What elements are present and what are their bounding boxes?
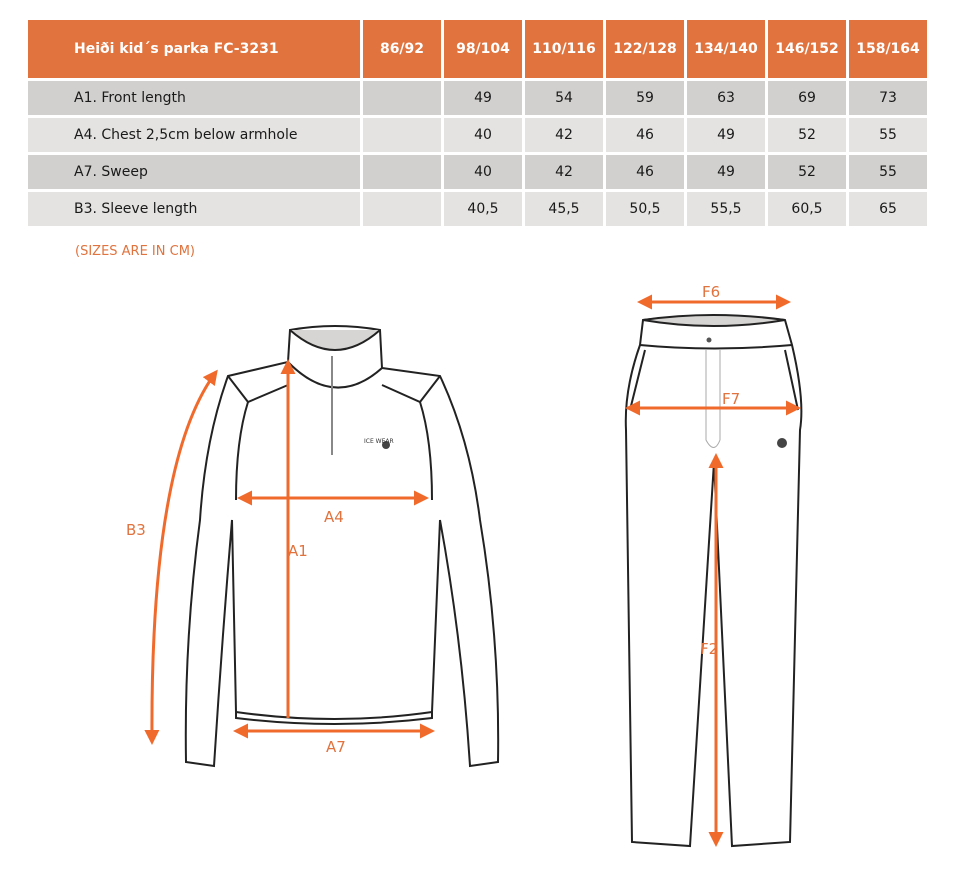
measurement-label: A4. Chest 2,5cm below armhole	[28, 118, 360, 152]
measurement-label: A7. Sweep	[28, 155, 360, 189]
measurement-value: 55	[849, 118, 927, 152]
measurement-value	[363, 192, 441, 226]
button-icon	[706, 337, 712, 343]
brand-logo-icon	[777, 438, 787, 448]
table-row: A7. Sweep 40 42 46 49 52 55	[28, 155, 927, 189]
b3-arrow	[144, 369, 218, 745]
measurement-value: 46	[606, 118, 684, 152]
measurement-value: 55,5	[687, 192, 765, 226]
brand-logo: ICE WEAR	[364, 438, 394, 445]
f6-label: F6	[702, 283, 720, 301]
measurement-value: 54	[525, 81, 603, 115]
pants-drawing	[624, 314, 803, 848]
measurement-value: 49	[687, 118, 765, 152]
measurement-value	[363, 155, 441, 189]
size-header: 98/104	[444, 20, 522, 78]
f2-label: F2	[700, 640, 718, 658]
measurement-value: 42	[525, 155, 603, 189]
top-drawing	[184, 325, 500, 768]
table-row: A1. Front length 49 54 59 63 69 73	[28, 81, 927, 115]
measurement-value: 46	[606, 155, 684, 189]
measurement-value: 73	[849, 81, 927, 115]
measurement-value: 50,5	[606, 192, 684, 226]
units-note: (SIZES ARE IN CM)	[75, 244, 195, 259]
table-row: A4. Chest 2,5cm below armhole 40 42 46 49 52 5…	[28, 118, 927, 152]
measurement-label: A1. Front length	[28, 81, 360, 115]
table-row: B3. Sleeve length 40,5 45,5 50,5 55,5 60,5 65	[28, 192, 927, 226]
brand-logo-icon	[382, 441, 390, 449]
size-header: 86/92	[363, 20, 441, 78]
measurement-value: 60,5	[768, 192, 846, 226]
measurement-value: 69	[768, 81, 846, 115]
b3-label: B3	[126, 521, 146, 539]
measurement-value: 52	[768, 155, 846, 189]
size-header: 158/164	[849, 20, 927, 78]
measurement-value: 52	[768, 118, 846, 152]
size-header: 146/152	[768, 20, 846, 78]
measurement-value: 40	[444, 155, 522, 189]
measurement-value: 40	[444, 118, 522, 152]
size-table: Heiði kid´s parka FC-3231 86/92 98/104 1…	[25, 17, 930, 229]
measurement-value	[363, 81, 441, 115]
measurement-value	[363, 118, 441, 152]
a4-label: A4	[324, 508, 344, 526]
a7-label: A7	[326, 738, 346, 756]
size-header: 110/116	[525, 20, 603, 78]
measurement-value: 65	[849, 192, 927, 226]
measurement-label: B3. Sleeve length	[28, 192, 360, 226]
measurement-value: 49	[444, 81, 522, 115]
measurement-value: 42	[525, 118, 603, 152]
size-header: 134/140	[687, 20, 765, 78]
measurement-value: 63	[687, 81, 765, 115]
measurement-value: 59	[606, 81, 684, 115]
table-header: Heiði kid´s parka FC-3231 86/92 98/104 1…	[28, 20, 927, 78]
size-header: 122/128	[606, 20, 684, 78]
measurement-value: 49	[687, 155, 765, 189]
measurement-value: 40,5	[444, 192, 522, 226]
measurement-value: 45,5	[525, 192, 603, 226]
f7-label: F7	[722, 390, 740, 408]
a1-label: A1	[288, 542, 308, 560]
measurement-value: 55	[849, 155, 927, 189]
product-title: Heiði kid´s parka FC-3231	[28, 20, 360, 78]
